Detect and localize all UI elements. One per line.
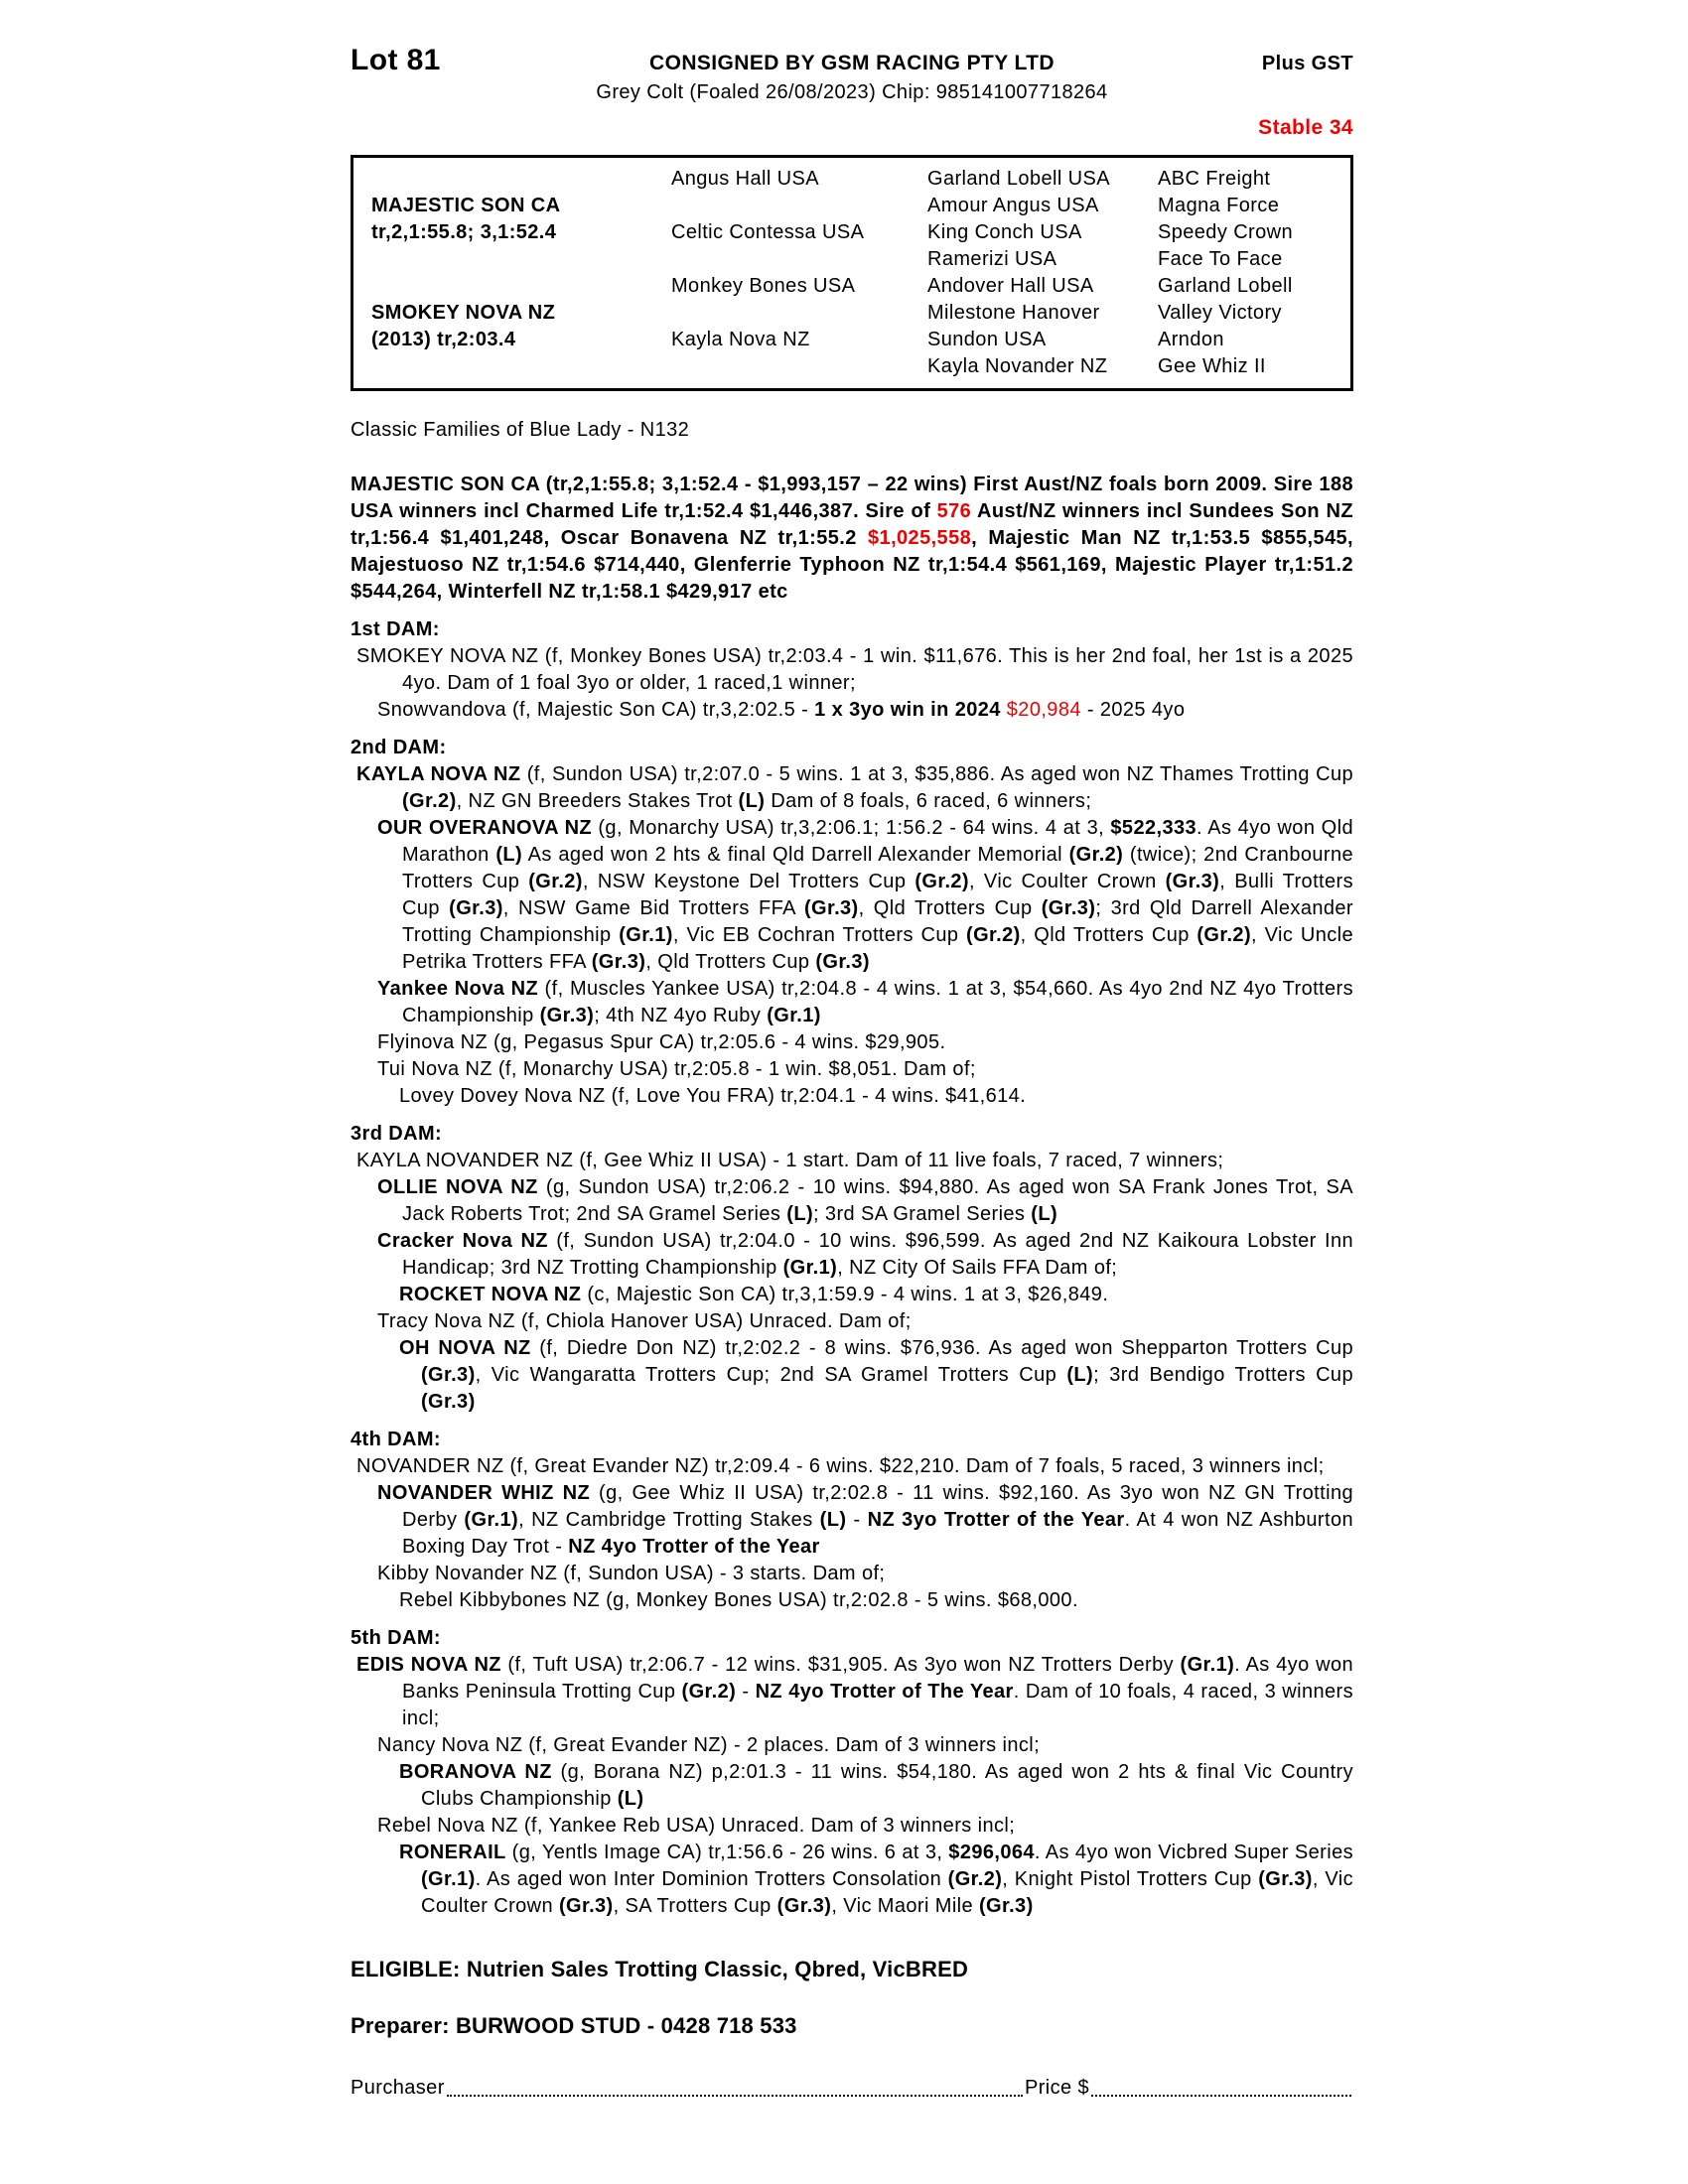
eligible-line: ELIGIBLE: Nutrien Sales Trotting Classic… — [351, 1957, 969, 1981]
pedigree-line: NOVANDER WHIZ NZ (g, Gee Whiz II USA) tr… — [377, 1482, 1353, 1558]
dam-section-title: 2nd DAM: — [351, 737, 447, 758]
pedigree-cell: Kayla Novander NZ — [927, 355, 1108, 377]
page-content: Lot 81 CONSIGNED BY GSM RACING PTY LTD P… — [351, 44, 1353, 2102]
pedigree-line: Cracker Nova NZ (f, Sundon USA) tr,2:04.… — [377, 1230, 1354, 1279]
sire-paragraph: MAJESTIC SON CA (tr,2,1:55.8; 3,1:52.4 -… — [351, 474, 1353, 603]
pedigree-cell: Monkey Bones USA — [671, 275, 856, 297]
preparer-line: Preparer: BURWOOD STUD - 0428 718 533 — [351, 2013, 797, 2038]
pedigree-line: Snowvandova (f, Majestic Son CA) tr,3,2:… — [377, 699, 1186, 721]
pedigree-cell: Celtic Contessa USA — [671, 221, 865, 243]
pedigree-line: OH NOVA NZ (f, Diedre Don NZ) tr,2:02.2 … — [399, 1337, 1353, 1413]
pedigree-line: OLLIE NOVA NZ (g, Sundon USA) tr,2:06.2 … — [377, 1176, 1354, 1225]
consigned-title: CONSIGNED BY GSM RACING PTY LTD — [649, 52, 1055, 74]
pedigree-line: OUR OVERANOVA NZ (g, Monarchy USA) tr,3,… — [377, 817, 1354, 973]
pedigree-cell: Andover Hall USA — [927, 275, 1094, 297]
purchaser-line: Purchaser Price $ — [351, 2075, 1353, 2102]
dam-section-title: 1st DAM: — [351, 618, 440, 640]
pedigree-cell: Gee Whiz II — [1158, 355, 1266, 377]
horse-description: Grey Colt (Foaled 26/08/2023) Chip: 9851… — [596, 81, 1108, 103]
pedigree-cell: Amour Angus USA — [927, 195, 1099, 216]
pedigree-cell-gen1: MAJESTIC SON CA tr,2,1:55.8; 3,1:52.4 — [371, 195, 561, 243]
pedigree-cell-gen1: SMOKEY NOVA NZ (2013) tr,2:03.4 — [371, 302, 556, 350]
pedigree-cell: Milestone Hanover — [927, 302, 1100, 324]
pedigree-cell: Valley Victory — [1158, 302, 1282, 324]
pedigree-line: Tui Nova NZ (f, Monarchy USA) tr,2:05.8 … — [377, 1058, 976, 1080]
stable-number: Stable 34 — [1258, 116, 1353, 139]
pedigree-cell: ABC Freight — [1158, 168, 1271, 190]
pedigree-line: RONERAIL (g, Yentls Image CA) tr,1:56.6 … — [399, 1842, 1353, 1917]
dam-section-title: 4th DAM: — [351, 1429, 441, 1450]
pedigree-line: Lovey Dovey Nova NZ (f, Love You FRA) tr… — [399, 1085, 1027, 1107]
dam-sections: 1st DAM: SMOKEY NOVA NZ (f, Monkey Bones … — [351, 616, 1353, 1920]
pedigree-line: Nancy Nova NZ (f, Great Evander NZ) - 2 … — [377, 1734, 1041, 1756]
purchaser-dotted-leader — [446, 2094, 1023, 2097]
pedigree-cell: Ramerizi USA — [927, 248, 1057, 270]
pedigree-line: Flyinova NZ (g, Pegasus Spur CA) tr,2:05… — [377, 1031, 946, 1053]
pedigree-cell: Angus Hall USA — [671, 168, 819, 190]
pedigree-line: Rebel Kibbybones NZ (g, Monkey Bones USA… — [399, 1589, 1078, 1611]
pedigree-line: KAYLA NOVA NZ (f, Sundon USA) tr,2:07.0 … — [356, 763, 1353, 812]
pedigree-cell: Magna Force — [1158, 195, 1280, 216]
pedigree-cell: Face To Face — [1158, 248, 1283, 270]
pedigree-line: Yankee Nova NZ (f, Muscles Yankee USA) t… — [377, 978, 1353, 1026]
pedigree-cell: Garland Lobell — [1158, 275, 1293, 297]
header-row: Lot 81 CONSIGNED BY GSM RACING PTY LTD P… — [351, 44, 1353, 77]
pedigree-table: MAJESTIC SON CA tr,2,1:55.8; 3,1:52.4 SMOK… — [351, 155, 1353, 391]
pedigree-cell: Sundon USA — [927, 329, 1047, 350]
purchaser-label: Purchaser — [351, 2077, 445, 2099]
pedigree-line: Tracy Nova NZ (f, Chiola Hanover USA) Un… — [377, 1310, 912, 1332]
dam-section-title: 5th DAM: — [351, 1627, 441, 1649]
pedigree-line: SMOKEY NOVA NZ (f, Monkey Bones USA) tr,… — [356, 645, 1353, 694]
family-line: Classic Families of Blue Lady - N132 — [351, 419, 690, 441]
pedigree-cell: King Conch USA — [927, 221, 1082, 243]
price-dotted-leader — [1091, 2094, 1351, 2097]
pedigree-line: NOVANDER NZ (f, Great Evander NZ) tr,2:0… — [356, 1455, 1325, 1477]
price-label: Price $ — [1024, 2077, 1089, 2099]
pedigree-line: BORANOVA NZ (g, Borana NZ) p,2:01.3 - 11… — [399, 1761, 1353, 1810]
pedigree-cell: Speedy Crown — [1158, 221, 1293, 243]
plus-gst-label: Plus GST — [1261, 53, 1353, 74]
pedigree-line: Kibby Novander NZ (f, Sundon USA) - 3 st… — [377, 1563, 886, 1584]
pedigree-line: ROCKET NOVA NZ (c, Majestic Son CA) tr,3… — [399, 1284, 1109, 1305]
pedigree-line: EDIS NOVA NZ (f, Tuft USA) tr,2:06.7 - 1… — [356, 1654, 1353, 1729]
pedigree-line: KAYLA NOVANDER NZ (f, Gee Whiz II USA) -… — [356, 1150, 1224, 1171]
lot-number: Lot 81 — [351, 44, 441, 76]
pedigree-cell: Kayla Nova NZ — [671, 329, 810, 350]
pedigree-cell: Arndon — [1158, 329, 1224, 350]
pedigree-line: Rebel Nova NZ (f, Yankee Reb USA) Unrace… — [377, 1815, 1016, 1837]
pedigree-cell: Garland Lobell USA — [927, 168, 1110, 190]
dam-section-title: 3rd DAM: — [351, 1123, 443, 1145]
